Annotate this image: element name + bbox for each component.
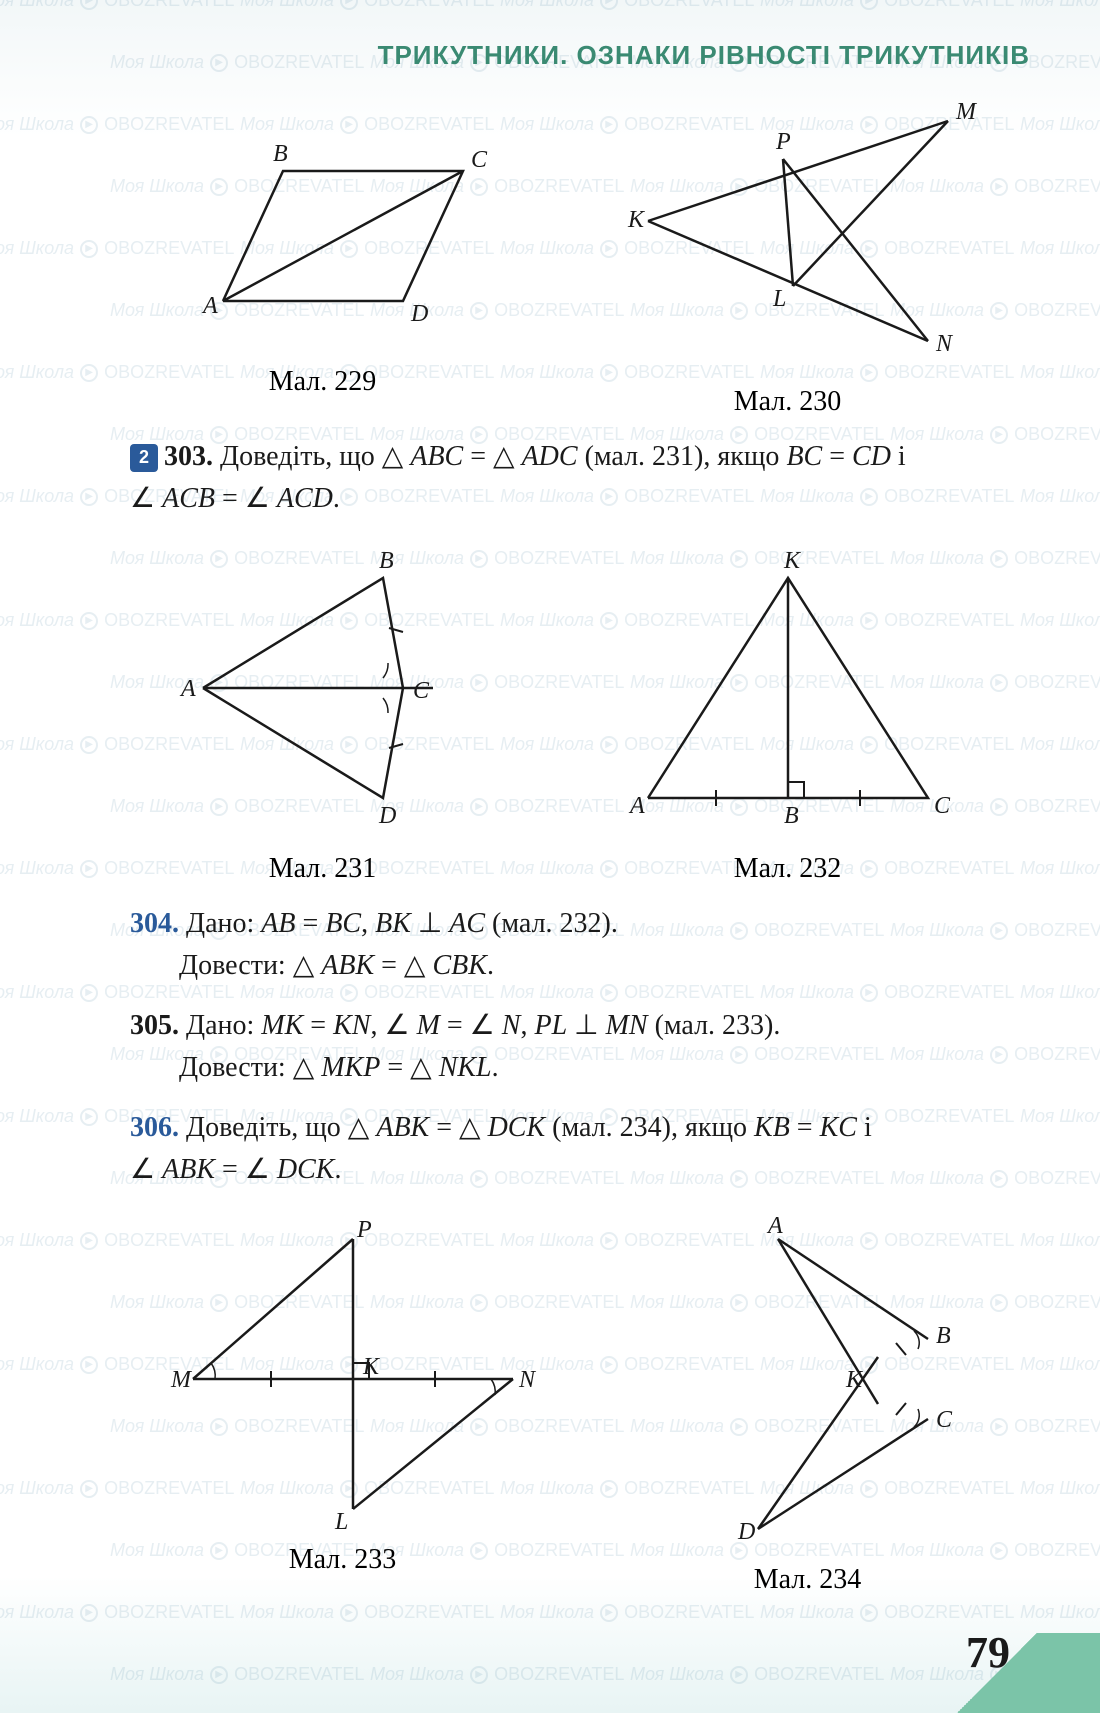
svg-text:C: C: [936, 1407, 953, 1433]
caption-234: Мал. 234: [628, 1564, 988, 1596]
diagram-233: M N K P L: [143, 1209, 543, 1529]
problem-number: 303.: [164, 441, 213, 472]
caption-229: Мал. 229: [133, 366, 513, 398]
figure-233: M N K P L Мал. 233: [143, 1209, 543, 1596]
svg-text:D: D: [737, 1519, 755, 1545]
diagram-231: A B C D: [143, 538, 503, 838]
problem-304: 304. Дано: AB = BC, BK ⊥ AC (мал. 232). …: [130, 903, 1000, 987]
svg-text:P: P: [356, 1217, 372, 1243]
svg-text:M: M: [170, 1367, 193, 1393]
figure-231: A B C D Мал. 231: [143, 538, 503, 885]
svg-text:D: D: [378, 803, 396, 829]
figure-232: A B C K Мал. 232: [588, 538, 988, 885]
diagram-232: A B C K: [588, 538, 988, 838]
svg-text:L: L: [772, 286, 786, 312]
svg-text:K: K: [627, 207, 646, 233]
svg-text:A: A: [201, 293, 218, 319]
problem-303: 2303. Доведіть, що △ ABC = △ ADC (мал. 2…: [130, 436, 1000, 520]
svg-text:N: N: [935, 331, 954, 357]
diagram-234: A B C D K: [628, 1209, 988, 1549]
svg-text:A: A: [179, 676, 196, 702]
problem-305: 305. Дано: MK = KN, ∠ M = ∠ N, PL ⊥ MN (…: [130, 1005, 1000, 1089]
caption-231: Мал. 231: [143, 853, 503, 885]
svg-text:K: K: [362, 1354, 381, 1380]
problem-number: 304.: [130, 908, 179, 939]
level-icon: 2: [130, 444, 158, 472]
svg-text:C: C: [413, 678, 430, 704]
figure-230: K M N P L Мал. 230: [578, 91, 998, 418]
figure-row-2: A B C D Мал. 231 A B C: [100, 538, 1030, 885]
figure-229: A B C D Мал. 229: [133, 91, 513, 418]
caption-233: Мал. 233: [143, 1544, 543, 1576]
chapter-title: ТРИКУТНИКИ. ОЗНАКИ РІВНОСТІ ТРИКУТНИКІВ: [100, 40, 1030, 71]
caption-230: Мал. 230: [578, 386, 998, 418]
textbook-page: Моя Школа▶OBOZREVATELМоя Школа▶OBOZREVAT…: [0, 0, 1100, 1713]
svg-text:A: A: [766, 1213, 783, 1239]
problem-number: 306.: [130, 1112, 179, 1143]
svg-text:B: B: [379, 548, 394, 574]
svg-text:K: K: [783, 548, 802, 574]
svg-text:D: D: [410, 301, 428, 327]
svg-text:A: A: [628, 793, 645, 819]
problem-306: 306. Доведіть, що △ ABK = △ DCK (мал. 23…: [130, 1107, 1000, 1191]
svg-text:N: N: [518, 1367, 537, 1393]
figure-234: A B C D K Мал. 234: [628, 1209, 988, 1596]
svg-text:C: C: [934, 793, 951, 819]
svg-text:B: B: [936, 1323, 951, 1349]
caption-232: Мал. 232: [588, 853, 988, 885]
figure-row-1: A B C D Мал. 229 K M N P: [100, 91, 1030, 418]
problem-number: 305.: [130, 1010, 179, 1041]
page-number: 79: [966, 1627, 1010, 1678]
svg-text:P: P: [775, 129, 791, 155]
svg-text:K: K: [845, 1367, 864, 1393]
svg-text:L: L: [334, 1509, 348, 1529]
svg-text:B: B: [784, 803, 799, 829]
diagram-229: A B C D: [133, 91, 513, 351]
svg-text:B: B: [273, 141, 288, 167]
svg-text:C: C: [471, 147, 488, 173]
svg-text:M: M: [955, 99, 978, 125]
figure-row-3: M N K P L Мал. 233: [100, 1209, 1030, 1596]
page-corner-graphic: [920, 1633, 1100, 1713]
page-content: ТРИКУТНИКИ. ОЗНАКИ РІВНОСТІ ТРИКУТНИКІВ …: [100, 40, 1030, 1596]
diagram-230: K M N P L: [578, 91, 998, 371]
